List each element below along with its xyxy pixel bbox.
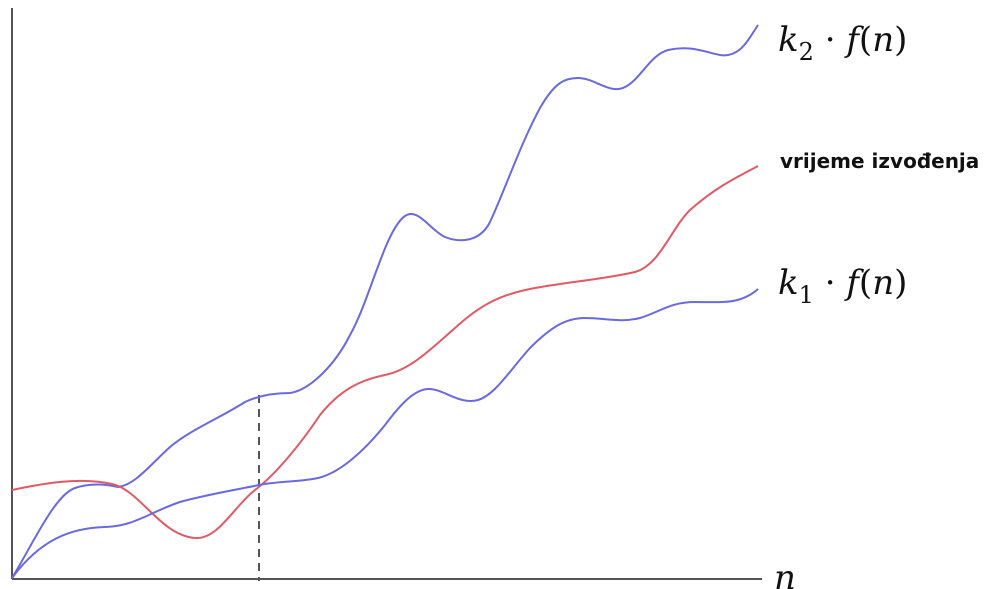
lower-bound-close-paren: ) (894, 263, 907, 303)
upper-bound-close-paren: ) (894, 20, 907, 60)
upper-bound-coef: k (778, 20, 799, 60)
upper-bound-open-paren: ( (859, 20, 872, 60)
upper-bound-arg: n (872, 20, 894, 60)
x-axis-label: n (774, 558, 796, 589)
upper-bound-dot: · (814, 20, 846, 60)
lower-bound-curve (11, 288, 759, 579)
upper-bound-curve (11, 24, 759, 579)
lower-bound-coef: k (778, 263, 799, 303)
lower-bound-arg: n (872, 263, 894, 303)
upper-bound-subscript: 2 (799, 38, 814, 66)
running-time-label: vrijeme izvođenja (780, 149, 979, 173)
lower-bound-subscript: 1 (799, 281, 814, 309)
lower-bound-label: k1 · f(n) (778, 263, 907, 309)
lower-bound-dot: · (814, 263, 846, 303)
running-time-curve (11, 165, 759, 540)
lower-bound-open-paren: ( (859, 263, 872, 303)
upper-bound-label: k2 · f(n) (778, 20, 907, 66)
